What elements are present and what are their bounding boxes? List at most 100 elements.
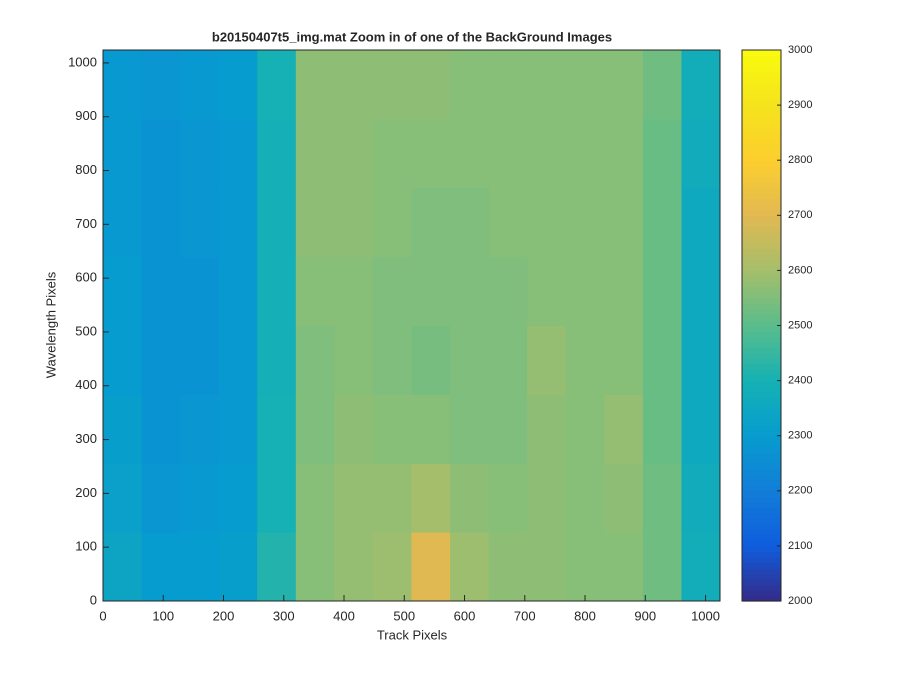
colorbar-swatch (742, 507, 781, 514)
heatmap-cell (372, 394, 412, 464)
colorbar-swatch (742, 578, 781, 586)
colorbar-swatch (742, 308, 781, 316)
heatmap-cell (604, 394, 644, 464)
colorbar-swatch (742, 50, 781, 57)
heatmap-cell (604, 50, 644, 120)
heatmap-cell (411, 463, 451, 533)
y-tick-label: 0 (90, 592, 97, 607)
heatmap-cell (411, 187, 451, 258)
colorbar-swatch (742, 364, 781, 371)
heatmap-cell (141, 118, 181, 189)
colorbar-swatch (742, 275, 781, 283)
x-tick-label: 600 (454, 608, 476, 623)
heatmap-cell (334, 118, 374, 189)
heatmap-cell (372, 463, 412, 533)
heatmap-cell (527, 532, 567, 602)
heatmap-cell (141, 463, 181, 533)
colorbar-swatch (742, 556, 781, 564)
heatmap-cell (681, 532, 721, 602)
colorbar-tick-label: 2300 (788, 430, 812, 442)
heatmap-cell (565, 532, 605, 602)
colorbar-swatch (742, 463, 781, 470)
heatmap-cell (604, 118, 644, 189)
heatmap-cell (565, 463, 605, 533)
heatmap-cell (527, 394, 567, 464)
colorbar-tick-label: 2800 (788, 154, 812, 166)
heatmap-cell (527, 325, 567, 395)
heatmap-cell (681, 187, 721, 258)
heatmap-cell (295, 463, 335, 533)
heatmap-cell (334, 532, 374, 602)
heatmap-cell (681, 50, 721, 120)
colorbar-swatch (742, 529, 781, 536)
heatmap-cell (103, 394, 143, 464)
heatmap-cell (565, 187, 605, 258)
heatmap-cell (180, 532, 220, 602)
colorbar-swatch (742, 342, 781, 349)
colorbar-swatch (742, 77, 781, 84)
heatmap-cell (180, 394, 220, 464)
x-tick-label: 300 (273, 608, 295, 623)
colorbar-swatch (742, 55, 781, 62)
colorbar-swatch (742, 281, 781, 288)
heatmap-cell (334, 325, 374, 395)
colorbar-swatch (742, 99, 781, 106)
heatmap-cell (295, 50, 335, 120)
colorbar-swatch (742, 94, 781, 101)
heatmap-cell (488, 325, 528, 395)
colorbar-swatch (742, 397, 781, 404)
x-tick-label: 200 (213, 608, 235, 623)
colorbar-swatch (742, 314, 781, 321)
colorbar-swatch (742, 143, 781, 150)
heatmap-cell (450, 118, 490, 189)
colorbar-swatch (742, 496, 781, 503)
heatmap-cell (295, 118, 335, 189)
heatmap-cell (450, 463, 490, 533)
heatmap-cell (103, 532, 143, 602)
colorbar-tick-label: 2100 (788, 540, 812, 552)
colorbar-swatch (742, 479, 781, 486)
heatmap-cell (411, 532, 451, 602)
heatmap-cell (642, 256, 682, 326)
heatmap-cell (681, 118, 721, 189)
heatmap-cell (334, 50, 374, 120)
x-tick-label: 400 (333, 608, 355, 623)
heatmap-cell (411, 325, 451, 395)
colorbar-swatch (742, 292, 781, 299)
colorbar-swatch (742, 457, 781, 464)
heatmap-cell (103, 256, 143, 326)
colorbar-swatch (742, 490, 781, 497)
colorbar-swatch (742, 297, 781, 305)
colorbar-swatch (742, 331, 781, 338)
heatmap-cell (180, 187, 220, 258)
colorbar-swatch (742, 138, 781, 145)
heatmap-cell (488, 394, 528, 464)
heatmap-cell (642, 118, 682, 189)
heatmap-cell (642, 394, 682, 464)
heatmap-cell (295, 532, 335, 602)
colorbar-tick-label: 3000 (788, 44, 812, 56)
colorbar-swatch (742, 226, 781, 233)
colorbar-swatch (742, 518, 781, 525)
colorbar-tick-label: 2600 (788, 264, 812, 276)
colorbar-swatch (742, 176, 781, 183)
y-tick-label: 700 (75, 216, 97, 231)
heatmap-cell (180, 50, 220, 120)
colorbar-swatch (742, 193, 781, 200)
colorbar: 2000 2100 2200 2300 2400 2500 2600 2700 2800 2900… (741, 44, 812, 607)
colorbar-swatch (742, 220, 781, 227)
heatmap-cell (411, 118, 451, 189)
heatmap-cell (218, 325, 258, 395)
heatmap-cell (565, 256, 605, 326)
heatmap-cell (565, 118, 605, 189)
heatmap-cell (681, 463, 721, 533)
colorbar-swatch (742, 160, 781, 167)
heatmap-cell (642, 325, 682, 395)
heatmap-cell (257, 50, 297, 120)
colorbar-swatch (742, 83, 781, 90)
y-tick-label: 900 (75, 108, 97, 123)
colorbar-swatch (742, 110, 781, 117)
heatmap-cell (488, 256, 528, 326)
colorbar-swatch (742, 551, 781, 558)
